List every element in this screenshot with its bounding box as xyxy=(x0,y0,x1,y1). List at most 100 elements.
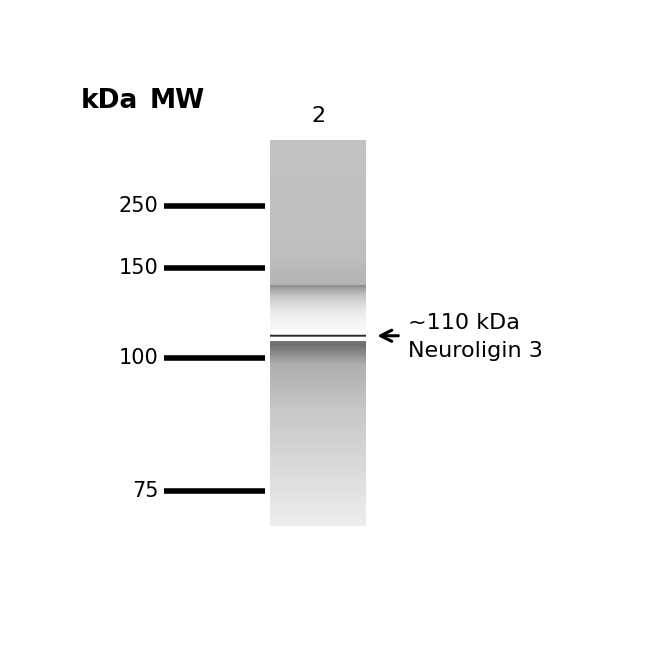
Bar xyxy=(270,246,366,248)
Bar xyxy=(270,376,366,378)
Bar xyxy=(270,419,366,420)
Bar xyxy=(270,192,366,194)
Bar xyxy=(270,239,366,240)
Bar xyxy=(270,308,366,309)
Bar xyxy=(270,322,366,324)
Bar xyxy=(270,427,366,428)
Bar xyxy=(270,471,366,473)
Bar xyxy=(270,297,366,298)
Bar xyxy=(270,523,366,524)
Bar xyxy=(270,307,366,309)
Bar xyxy=(270,300,366,301)
Bar xyxy=(270,219,366,220)
Bar xyxy=(270,396,366,398)
Bar xyxy=(270,294,366,296)
Bar xyxy=(270,509,366,510)
Bar xyxy=(270,521,366,522)
Bar xyxy=(270,207,366,208)
Bar xyxy=(270,289,366,290)
Bar xyxy=(270,306,366,307)
Bar xyxy=(270,304,366,305)
Bar xyxy=(270,286,366,287)
Bar xyxy=(270,257,366,259)
Bar xyxy=(270,441,366,442)
Bar xyxy=(270,488,366,489)
Bar xyxy=(270,285,366,286)
Bar xyxy=(270,293,366,294)
Bar xyxy=(270,387,366,389)
Bar xyxy=(270,280,366,281)
Bar xyxy=(270,374,366,376)
Bar xyxy=(270,316,366,317)
Bar xyxy=(270,339,366,340)
Bar xyxy=(270,449,366,451)
Bar xyxy=(270,235,366,236)
Bar xyxy=(270,443,366,444)
Bar xyxy=(270,356,366,358)
Bar xyxy=(270,273,366,274)
Bar xyxy=(270,337,366,338)
Bar xyxy=(270,330,366,332)
Bar xyxy=(270,257,366,258)
Bar xyxy=(270,307,366,308)
Bar xyxy=(270,464,366,465)
Bar xyxy=(270,365,366,367)
Bar xyxy=(270,437,366,438)
Bar xyxy=(270,321,366,322)
Bar xyxy=(270,285,366,287)
Bar xyxy=(270,292,366,293)
Bar xyxy=(270,511,366,512)
Bar xyxy=(270,187,366,188)
Bar xyxy=(270,220,366,222)
Bar xyxy=(270,502,366,504)
Bar xyxy=(270,367,366,368)
Bar xyxy=(270,437,366,439)
Bar xyxy=(270,291,366,292)
Bar xyxy=(270,345,366,346)
Bar xyxy=(270,482,366,484)
Bar xyxy=(270,514,366,515)
Bar xyxy=(270,379,366,380)
Bar xyxy=(270,395,366,397)
Bar xyxy=(270,521,366,523)
Bar xyxy=(270,261,366,263)
Bar xyxy=(270,254,366,255)
Bar xyxy=(270,266,366,268)
Bar xyxy=(270,291,366,292)
Bar xyxy=(270,305,366,306)
Bar xyxy=(270,267,366,268)
Bar xyxy=(270,225,366,226)
Bar xyxy=(270,159,366,160)
Bar xyxy=(270,253,366,254)
Bar xyxy=(270,315,366,316)
Bar xyxy=(270,480,366,482)
Bar xyxy=(270,340,366,341)
Bar xyxy=(270,316,366,317)
Bar xyxy=(270,285,366,287)
Bar xyxy=(270,359,366,361)
Bar xyxy=(270,197,366,198)
Bar xyxy=(270,465,366,467)
Bar xyxy=(270,309,366,311)
Text: Neuroligin 3: Neuroligin 3 xyxy=(408,341,543,361)
Bar xyxy=(270,324,366,325)
Bar xyxy=(270,295,366,296)
Bar xyxy=(270,300,366,301)
Bar xyxy=(270,217,366,218)
Bar xyxy=(270,377,366,378)
Bar xyxy=(270,311,366,313)
Bar xyxy=(270,333,366,334)
Bar xyxy=(270,288,366,289)
Bar xyxy=(270,151,366,152)
Bar xyxy=(270,304,366,306)
Bar xyxy=(270,333,366,334)
Bar xyxy=(270,372,366,374)
Bar xyxy=(270,311,366,312)
Bar xyxy=(270,441,366,443)
Bar xyxy=(270,231,366,232)
Text: kDa: kDa xyxy=(80,88,138,114)
Bar xyxy=(270,410,366,411)
Bar xyxy=(270,447,366,448)
Bar xyxy=(270,275,366,276)
Bar xyxy=(270,277,366,278)
